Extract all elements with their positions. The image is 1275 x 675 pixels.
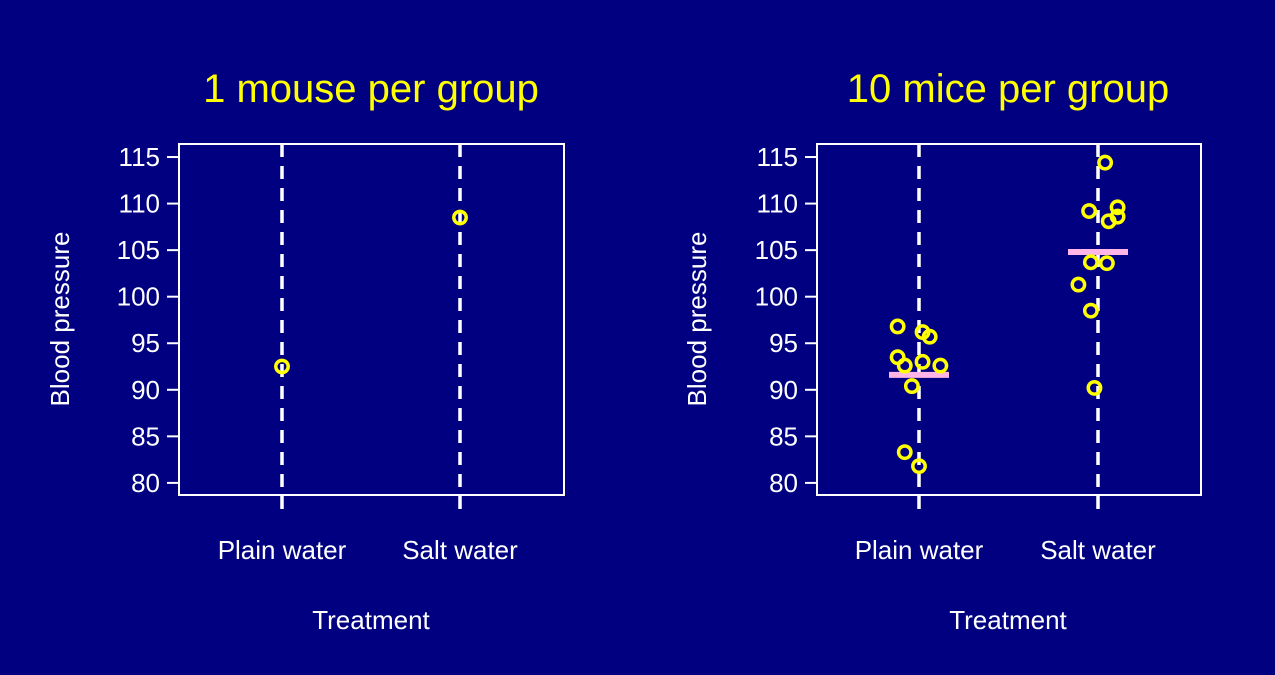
y-tick-label: 80 — [769, 468, 798, 498]
plot-area: 80 85 90 95 100 105 110 115 Plain water Salt wate… — [755, 142, 1202, 565]
y-tick-label: 95 — [131, 328, 160, 358]
y-tick-label: 80 — [131, 468, 160, 498]
y-tick-label: 110 — [119, 189, 160, 219]
data-point — [452, 209, 468, 226]
data-point — [1081, 203, 1098, 219]
y-tick-label: 115 — [119, 142, 160, 172]
chart-title: 10 mice per group — [847, 67, 1169, 111]
data-point — [889, 318, 906, 335]
data-point — [903, 378, 920, 395]
x-axis-label: Treatment — [312, 605, 430, 635]
data-point — [1086, 379, 1103, 396]
data-point — [932, 357, 949, 374]
chart-panel-1-mouse: 1 mouse per group Blood pressure Treatme… — [45, 67, 565, 635]
chart-panel-10-mice: 10 mice per group Blood pressure Treatme… — [682, 67, 1202, 635]
chart-title: 1 mouse per group — [203, 67, 539, 111]
y-tick-label: 105 — [755, 235, 798, 265]
x-tick-label: Plain water — [218, 535, 347, 565]
x-tick-label: Salt water — [402, 535, 518, 565]
y-tick-label: 85 — [769, 421, 798, 451]
data-point — [1109, 199, 1126, 216]
y-tick-label: 100 — [117, 282, 160, 312]
x-tick-label: Plain water — [855, 535, 984, 565]
y-tick-label: 115 — [757, 142, 798, 172]
plot-frame — [178, 143, 565, 496]
data-point — [1100, 213, 1117, 230]
y-tick-label: 110 — [757, 189, 798, 219]
y-tick-label: 105 — [117, 235, 160, 265]
y-tick-label: 85 — [131, 421, 160, 451]
data-point — [911, 458, 927, 475]
data-point — [1070, 276, 1087, 293]
data-point — [1082, 302, 1099, 319]
data-point — [914, 353, 931, 370]
x-axis-label: Treatment — [949, 605, 1067, 635]
data-point — [921, 328, 938, 345]
y-tick-label: 95 — [769, 328, 798, 358]
plot-frame — [816, 143, 1202, 496]
y-tick-label: 90 — [131, 375, 160, 405]
data-point — [1097, 154, 1114, 171]
data-point — [896, 357, 913, 374]
plot-area: 80 85 90 95 100 105 110 115 Plain water Salt wate… — [117, 142, 565, 565]
y-axis-label: Blood pressure — [682, 232, 712, 407]
y-tick-label: 90 — [769, 375, 798, 405]
y-axis-label: Blood pressure — [45, 232, 75, 407]
data-point — [274, 358, 290, 375]
data-point — [1098, 255, 1115, 272]
y-tick-label: 100 — [755, 282, 798, 312]
data-point — [1082, 254, 1099, 271]
data-point — [896, 444, 913, 461]
x-tick-label: Salt water — [1040, 535, 1156, 565]
